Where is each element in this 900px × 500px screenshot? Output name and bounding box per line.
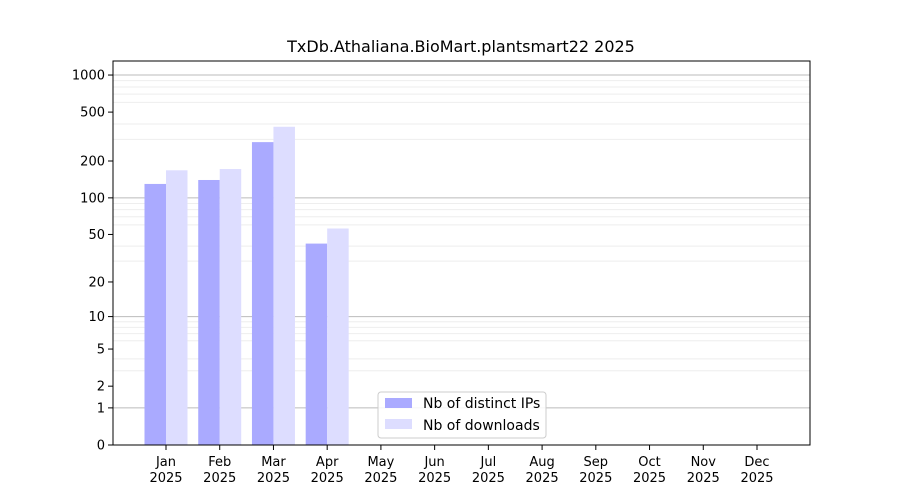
y-tick-label: 5 [97, 343, 105, 358]
bar-distinct-ips [198, 179, 220, 445]
bars [144, 126, 349, 446]
bar-downloads [273, 126, 295, 446]
y-axis: 0 1 2 5 10 20 50 100 200 500 1000 [72, 69, 113, 454]
legend-box [377, 391, 547, 439]
y-tick-label: 100 [80, 191, 105, 206]
x-tick-label-year: 2025 [526, 471, 559, 486]
x-tick-label-month: Feb [208, 455, 231, 470]
x-tick-label-year: 2025 [579, 471, 612, 486]
y-tick-label: 10 [88, 310, 105, 325]
y-tick-label: 1000 [72, 69, 105, 84]
legend: Nb of distinct IPs Nb of downloads [377, 391, 547, 439]
x-tick-label-month: Dec [744, 455, 769, 470]
x-tick-label-year: 2025 [257, 471, 290, 486]
x-tick-label-year: 2025 [149, 471, 182, 486]
x-tick-label-year: 2025 [687, 471, 720, 486]
x-tick-label-year: 2025 [472, 471, 505, 486]
x-tick-label-year: 2025 [633, 471, 666, 486]
x-tick-label-month: Oct [638, 455, 660, 470]
chart-title: TxDb.Athaliana.BioMart.plantsmart22 2025 [286, 37, 635, 56]
y-tick-label: 1 [97, 401, 105, 416]
y-tick-label: 50 [88, 228, 105, 243]
bar-downloads [327, 228, 349, 445]
x-tick-label-month: Mar [261, 455, 286, 470]
y-tick-label: 0 [97, 439, 105, 454]
bar-distinct-ips [305, 243, 328, 445]
bar-downloads [166, 170, 188, 446]
y-tick-label: 20 [88, 275, 105, 290]
x-tick-label-year: 2025 [203, 471, 236, 486]
x-tick-label-month: Jul [480, 455, 497, 470]
x-tick-label-month: May [367, 455, 394, 470]
x-tick-label-year: 2025 [311, 471, 344, 486]
x-tick-label-month: Aug [529, 455, 554, 470]
legend-label-ips: Nb of distinct IPs [423, 396, 540, 412]
x-tick-label-year: 2025 [364, 471, 397, 486]
x-axis: Jan2025Feb2025Mar2025Apr2025May2025Jun20… [149, 445, 774, 486]
y-tick-label: 200 [80, 155, 105, 170]
legend-swatch-ips [385, 398, 412, 408]
x-tick-label-year: 2025 [418, 471, 451, 486]
plot-frame [112, 60, 811, 446]
bar-downloads [219, 169, 242, 446]
legend-swatch-downloads [385, 419, 412, 429]
x-tick-label-year: 2025 [740, 471, 773, 486]
x-tick-label-month: Apr [316, 455, 339, 470]
x-tick-label-month: Jan [155, 455, 176, 470]
x-tick-label-month: Jun [423, 455, 444, 470]
y-tick-label: 500 [80, 106, 105, 121]
y-tick-label: 2 [97, 380, 105, 395]
bar-distinct-ips [144, 183, 166, 446]
x-tick-label-month: Nov [691, 455, 717, 470]
bar-distinct-ips [251, 142, 274, 445]
x-tick-label-month: Sep [584, 455, 609, 470]
legend-label-downloads: Nb of downloads [423, 418, 540, 434]
